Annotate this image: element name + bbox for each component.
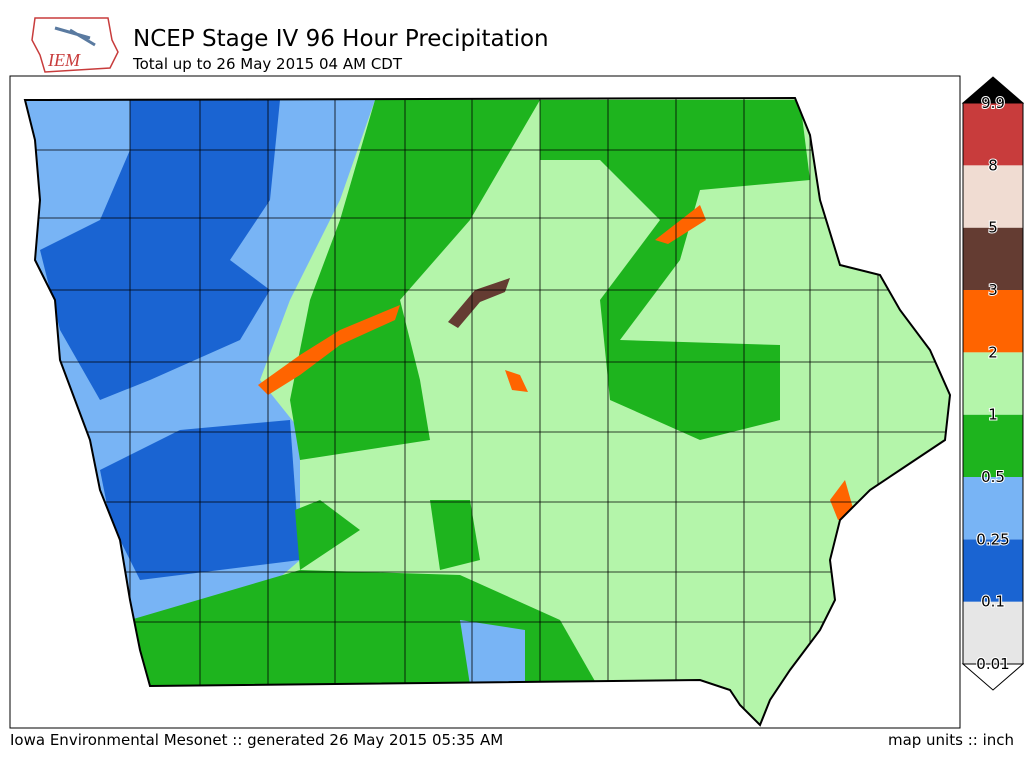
colorbar-label: 0.01 <box>976 655 1009 673</box>
footer-right: map units :: inch <box>888 731 1014 749</box>
colorbar-label: 0.5 <box>981 468 1005 486</box>
colorbar-bin <box>963 165 1023 228</box>
colorbar-label: 3 <box>988 281 998 299</box>
colorbar-label: 9.9 <box>981 94 1005 112</box>
colorbar-bin <box>963 601 1023 664</box>
colorbar-label: 1 <box>988 406 998 424</box>
colorbar-bin <box>963 352 1023 415</box>
logo: IEM <box>31 17 119 73</box>
colorbar-bin <box>963 414 1023 477</box>
colorbar-bin <box>963 539 1023 602</box>
state-outline <box>23 96 952 727</box>
colorbar-bin <box>963 477 1023 540</box>
colorbar-label: 2 <box>988 343 998 361</box>
title: NCEP Stage IV 96 Hour Precipitation <box>133 26 549 52</box>
colorbar-bin <box>963 103 1023 166</box>
logo-text: IEM <box>47 50 81 70</box>
colorbar-border <box>962 102 1024 665</box>
colorbar-label: 0.1 <box>981 593 1005 611</box>
colorbar-label: 5 <box>988 219 998 237</box>
colorbar-label: 8 <box>988 156 998 174</box>
colorbar-bin <box>963 290 1023 353</box>
colorbar-label: 0.25 <box>976 530 1009 548</box>
colorbar: 0.01 0.1 0.25 0.5 1 2 3 5 8 9.9 <box>961 76 1024 691</box>
subtitle: Total up to 26 May 2015 04 AM CDT <box>132 55 403 73</box>
colorbar-bin <box>963 227 1023 290</box>
footer-left: Iowa Environmental Mesonet :: generated … <box>10 731 503 749</box>
